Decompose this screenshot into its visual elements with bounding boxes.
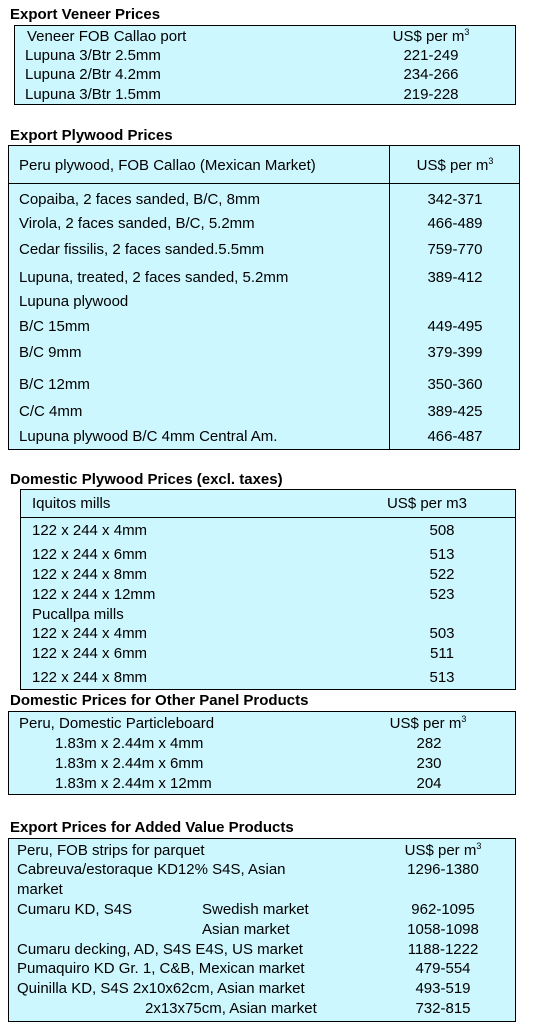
- veneer-row-price: 221-249: [403, 47, 459, 64]
- other-panels-section-title: Domestic Prices for Other Panel Products: [10, 692, 309, 709]
- other-panels-header-label: Peru, Domestic Particleboard: [19, 715, 215, 732]
- plywood-column-divider: [389, 146, 390, 449]
- domestic-plywood-row-price: 511: [430, 645, 454, 662]
- plywood-section-title: Export Plywood Prices: [10, 127, 173, 144]
- plywood-header-divider: [9, 183, 519, 184]
- other-panels-row-price: 282: [416, 735, 442, 752]
- plywood-row-price: 466-489: [427, 215, 483, 232]
- plywood-row-name: C/C 4mm: [19, 403, 83, 420]
- added-value-row-price: 1296-1380: [407, 861, 479, 878]
- plywood-header-unit: US$ per m3: [416, 156, 494, 175]
- plywood-table: Peru plywood, FOB Callao (Mexican Market…: [8, 145, 520, 450]
- plywood-row-price: 342-371: [427, 191, 483, 208]
- domestic-plywood-header-label: Iquitos mills: [32, 495, 111, 512]
- other-panels-header-unit: US$ per m3: [389, 714, 467, 733]
- added-value-table: Peru, FOB strips for parquet US$ per m3 …: [8, 838, 516, 1022]
- added-value-row-price: 732-815: [415, 1000, 471, 1017]
- other-panels-table: Peru, Domestic Particleboard US$ per m3 …: [8, 711, 516, 795]
- added-value-row-price: 493-519: [415, 980, 471, 997]
- added-value-row-price: 1188-1222: [407, 941, 479, 958]
- added-value-row-name: Quinilla KD, S4S 2x10x62cm, Asian market: [17, 980, 305, 997]
- plywood-row-price: 350-360: [427, 376, 483, 393]
- added-value-section-title: Export Prices for Added Value Products: [10, 819, 294, 836]
- other-panels-row-name: 1.83m x 2.44m x 6mm: [55, 755, 204, 772]
- plywood-row-price: 379-399: [427, 344, 483, 361]
- plywood-row-price: 389-412: [427, 269, 483, 286]
- added-value-row-market: Swedish market: [202, 901, 309, 918]
- domestic-plywood-row-price: 508: [429, 522, 455, 539]
- added-value-row-price: 479-554: [415, 960, 471, 977]
- domestic-plywood-table: Iquitos mills US$ per m3 122 x 244 x 4mm…: [20, 489, 516, 690]
- plywood-row-name: Lupuna, treated, 2 faces sanded, 5.2mm: [19, 269, 289, 286]
- veneer-header-unit: US$ per m3: [392, 27, 470, 46]
- veneer-row-name: Lupuna 2/Btr 4.2mm: [25, 66, 161, 83]
- plywood-row-name: Virola, 2 faces sanded, B/C, 5.2mm: [19, 215, 255, 232]
- plywood-row-name: B/C 12mm: [19, 376, 90, 393]
- plywood-row-name: Lupuna plywood B/C 4mm Central Am.: [19, 428, 278, 445]
- veneer-row-name: Lupuna 3/Btr 1.5mm: [25, 86, 161, 103]
- veneer-row-name: Lupuna 3/Btr 2.5mm: [25, 47, 161, 64]
- plywood-header-label: Peru plywood, FOB Callao (Mexican Market…: [19, 157, 316, 174]
- domestic-plywood-row-price: 513: [429, 669, 455, 686]
- other-panels-row-name: 1.83m x 2.44m x 12mm: [55, 775, 212, 792]
- veneer-row-price: 234-266: [403, 66, 459, 83]
- other-panels-row-price: 204: [416, 775, 442, 792]
- added-value-row-name-continued: market: [17, 881, 63, 898]
- domestic-plywood-header-divider: [21, 517, 515, 518]
- added-value-row-name: Pumaquiro KD Gr. 1, C&B, Mexican market: [17, 960, 305, 977]
- plywood-row-price: 449-495: [427, 318, 483, 335]
- domestic-plywood-row-name: 122 x 244 x 4mm: [32, 522, 148, 539]
- plywood-group-label: Lupuna plywood: [19, 293, 129, 310]
- plywood-row-name: B/C 15mm: [19, 318, 90, 335]
- plywood-row-name: B/C 9mm: [19, 344, 82, 361]
- other-panels-row-price: 230: [416, 755, 442, 772]
- plywood-row-name: Cedar fissilis, 2 faces sanded.5.5mm: [19, 241, 265, 258]
- domestic-plywood-section-title: Domestic Plywood Prices (excl. taxes): [10, 471, 283, 488]
- added-value-row-name: Cumaru KD, S4S: [17, 901, 133, 918]
- domestic-plywood-row-name: 122 x 244 x 12mm: [32, 586, 156, 603]
- added-value-header-unit: US$ per m3: [404, 841, 482, 860]
- veneer-section-title: Export Veneer Prices: [10, 6, 161, 23]
- domestic-plywood-row-name: 122 x 244 x 4mm: [32, 625, 148, 642]
- added-value-row-market: Asian market: [202, 921, 290, 938]
- added-value-row-name: 2x13x75cm, Asian market: [145, 1000, 317, 1017]
- domestic-plywood-header-unit: US$ per m3: [386, 495, 468, 512]
- added-value-header-label: Peru, FOB strips for parquet: [17, 842, 205, 859]
- domestic-plywood-row-price: 503: [429, 625, 455, 642]
- veneer-table: Veneer FOB Callao port US$ per m3 Lupuna…: [14, 25, 516, 105]
- added-value-row-name: Cumaru decking, AD, S4S E4S, US market: [17, 941, 303, 958]
- domestic-plywood-row-name: 122 x 244 x 6mm: [32, 546, 148, 563]
- domestic-plywood-group-label: Pucallpa mills: [32, 606, 124, 623]
- domestic-plywood-row-price: 513: [429, 546, 455, 563]
- other-panels-row-name: 1.83m x 2.44m x 4mm: [55, 735, 204, 752]
- domestic-plywood-row-price: 522: [429, 566, 455, 583]
- domestic-plywood-row-name: 122 x 244 x 6mm: [32, 645, 148, 662]
- plywood-row-price: 466-487: [427, 428, 483, 445]
- plywood-row-price: 389-425: [427, 403, 483, 420]
- added-value-row-name: Cabreuva/estoraque KD12% S4S, Asian: [17, 861, 286, 878]
- domestic-plywood-row-price: 523: [429, 586, 455, 603]
- veneer-header-label: Veneer FOB Callao port: [27, 28, 187, 45]
- added-value-row-price: 962-1095: [411, 901, 475, 918]
- added-value-row-price: 1058-1098: [407, 921, 479, 938]
- plywood-row-name: Copaiba, 2 faces sanded, B/C, 8mm: [19, 191, 260, 208]
- domestic-plywood-row-name: 122 x 244 x 8mm: [32, 669, 148, 686]
- domestic-plywood-row-name: 122 x 244 x 8mm: [32, 566, 148, 583]
- veneer-row-price: 219-228: [403, 86, 459, 103]
- plywood-row-price: 759-770: [427, 241, 483, 258]
